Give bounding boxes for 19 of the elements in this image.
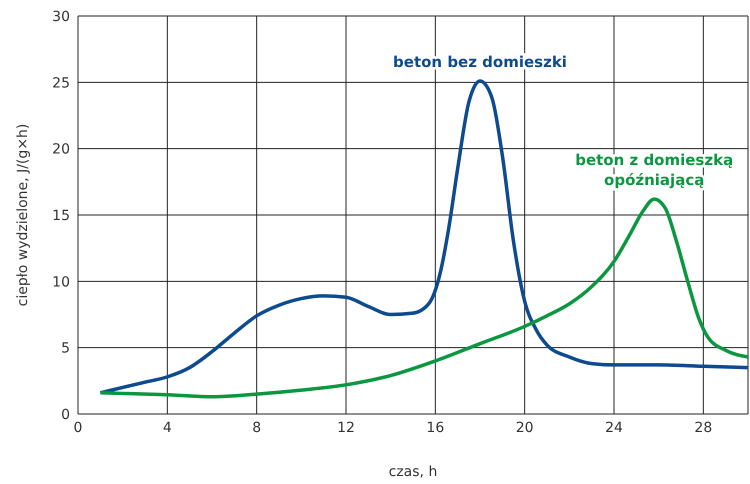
x-tick-label: 12 (337, 420, 355, 436)
x-axis-title: czas, h (388, 464, 438, 480)
y-tick-label: 30 (52, 8, 70, 25)
x-tick-label: 28 (694, 420, 712, 436)
x-tick-label: 8 (252, 420, 262, 436)
y-axis-title: ciepło wydzielone, J/(g×h) (14, 124, 31, 306)
y-tick-label: 10 (52, 274, 70, 290)
y-tick-label: 5 (61, 340, 70, 357)
line-series (98, 197, 748, 399)
x-tick-label: 16 (426, 420, 444, 436)
y-tick-label: 25 (52, 75, 70, 92)
x-tick-label: 20 (516, 420, 534, 436)
y-tick-label: 0 (61, 406, 70, 423)
y-tick-label: 15 (52, 208, 70, 224)
x-tick-label: 24 (605, 420, 623, 436)
x-tick-label: 4 (162, 420, 172, 436)
line-series (98, 79, 748, 395)
y-tick-label: 20 (52, 142, 70, 158)
x-tick-label: 0 (74, 420, 82, 436)
